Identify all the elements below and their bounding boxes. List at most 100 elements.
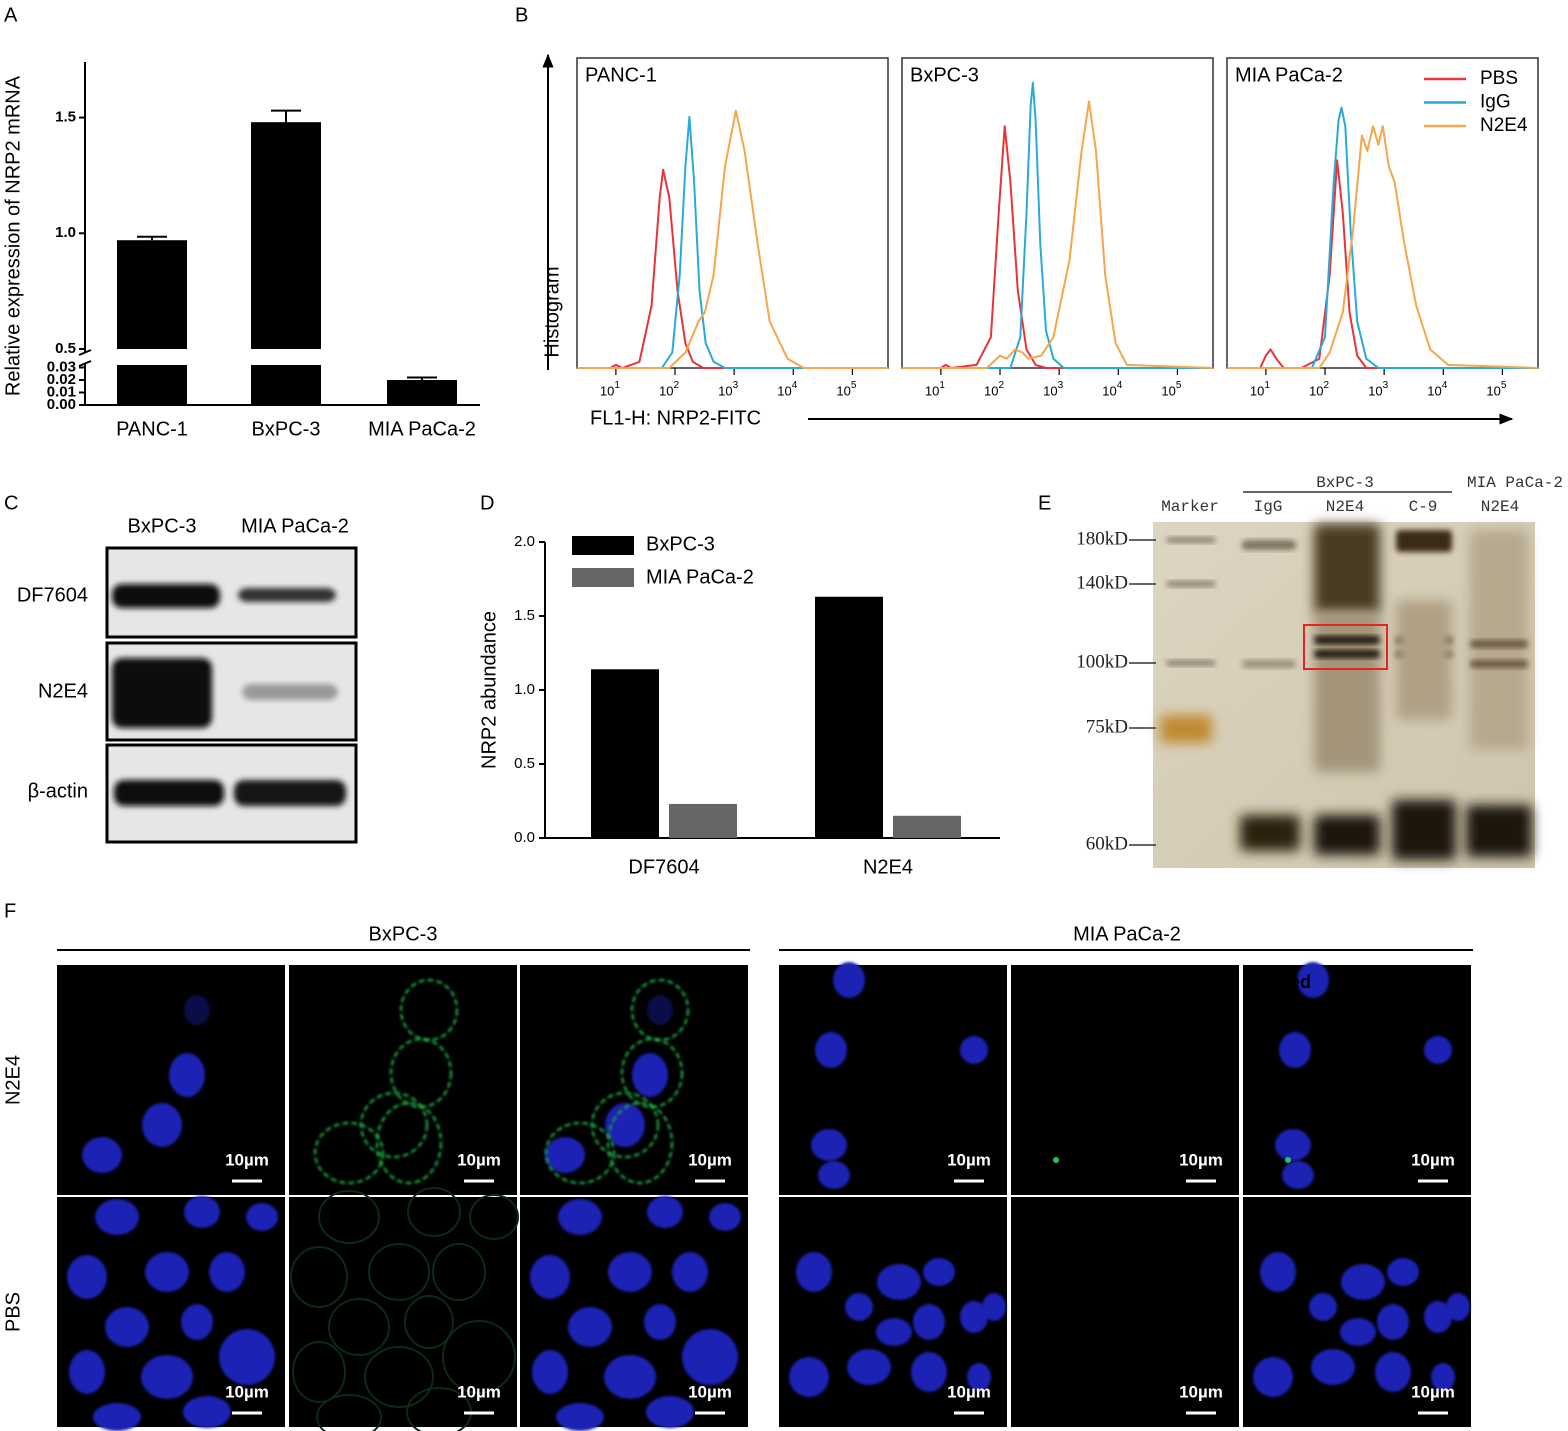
histogram-line	[577, 109, 888, 369]
panel-letter: B	[515, 4, 528, 26]
y-tick-label: 1.5	[55, 109, 76, 126]
gel-band	[1314, 815, 1380, 855]
channel-label: DAPI	[783, 972, 826, 992]
nucleus	[877, 1264, 921, 1300]
gel-band	[1166, 537, 1216, 543]
micrograph-bg	[1011, 965, 1239, 1195]
x-tick-exponent: 2	[1323, 380, 1329, 391]
scale-bar-label: 10µm	[225, 1150, 269, 1169]
blot-band	[112, 584, 220, 608]
bar	[669, 803, 737, 838]
x-tick-label: 104	[777, 380, 797, 399]
cell-outline	[292, 1341, 346, 1403]
nucleus	[845, 1293, 873, 1321]
marker-label: 60kD	[1086, 833, 1128, 854]
highlight-box	[1303, 624, 1388, 670]
x-tick-label: 105	[836, 380, 856, 399]
nucleus	[545, 1137, 585, 1173]
x-tick-label: BxPC-3	[252, 418, 321, 440]
nucleus	[1431, 1363, 1455, 1391]
x-tick-exponent: 1	[939, 380, 945, 391]
y-axis-label: Histogram	[541, 266, 563, 357]
legend-label: PBS	[1480, 68, 1518, 89]
x-tick-exponent: 4	[1117, 380, 1123, 391]
blot-band	[242, 684, 338, 700]
nucleus	[876, 1318, 912, 1346]
nucleus	[960, 1036, 988, 1064]
y-tick-label: 0.0	[514, 829, 535, 846]
channel-label: Merged	[1247, 972, 1311, 992]
nucleus	[219, 1329, 275, 1385]
stain-dot	[1285, 1157, 1291, 1163]
micrograph: 10µm	[1243, 1197, 1471, 1427]
gel-band	[1166, 660, 1216, 666]
nucleus	[913, 1304, 945, 1340]
x-tick-label: 105	[1486, 380, 1506, 399]
gel-band	[1396, 600, 1452, 720]
cell-outline	[432, 1243, 486, 1301]
histogram-line	[577, 168, 888, 369]
nucleus	[1341, 1264, 1385, 1300]
marker-label: 100kD	[1076, 651, 1128, 672]
x-tick-exponent: 2	[998, 380, 1004, 391]
nucleus	[672, 1252, 708, 1292]
micrograph: 10µm	[1011, 1197, 1239, 1427]
y-tick-label: 0.01	[47, 383, 76, 400]
nucleus	[709, 1203, 741, 1231]
panel-letter: E	[1038, 492, 1051, 514]
blot-band	[238, 588, 336, 602]
nucleus	[796, 1252, 832, 1292]
nucleus	[67, 1255, 107, 1299]
scale-bar-label: 10µm	[1179, 1382, 1223, 1401]
panel-f: BxPC-3 MIA PaCa-2N2E4PBSDAPI10µmFITC10µmM…	[2, 923, 1473, 1431]
panel-e: BxPC-3 MIA PaCa-2 Marker IgG N2E4 C-9 N2E4 180k…	[1076, 474, 1563, 868]
lane-label: C-9	[1409, 498, 1438, 516]
bar	[591, 669, 659, 838]
x-tick-label: 103	[1043, 380, 1063, 399]
bar	[387, 380, 457, 405]
panel-letter: F	[4, 900, 16, 922]
gel-band	[1314, 650, 1380, 658]
cell-outline	[469, 1194, 519, 1240]
micrograph: 10µm	[289, 1187, 519, 1431]
nucleus	[1260, 1252, 1296, 1292]
legend-label: BxPC-3	[646, 533, 715, 555]
nucleus	[632, 1053, 668, 1097]
x-tick-exponent: 5	[1501, 380, 1507, 391]
blot-band	[114, 780, 224, 806]
gel-band	[1314, 524, 1380, 614]
cell-outline	[318, 1190, 380, 1244]
cell-outline	[328, 1298, 390, 1356]
y-tick-label: 0.5	[55, 340, 76, 357]
nucleus	[647, 1196, 683, 1228]
panel-title: BxPC-3	[910, 64, 979, 86]
panel-letter: D	[480, 492, 494, 514]
panel-c: BxPC-3 MIA PaCa-2 DF7604 N2E4 β-actin	[17, 515, 358, 844]
scale-bar-label: 10µm	[457, 1150, 501, 1169]
nucleus	[1446, 1293, 1470, 1321]
nucleus	[605, 1103, 645, 1147]
legend-swatch	[572, 568, 634, 587]
micrograph: 10µm	[520, 1196, 748, 1431]
nucleus	[911, 1352, 947, 1392]
micrograph-bg	[1011, 1197, 1239, 1427]
nucleus	[815, 1032, 847, 1068]
x-tick-label: 105	[1161, 380, 1181, 399]
gel-band	[1470, 640, 1528, 648]
gel-band	[1160, 715, 1212, 743]
bar	[117, 240, 187, 349]
nucleus	[608, 1252, 652, 1292]
stain-dot	[1053, 1157, 1059, 1163]
gel-band	[1314, 636, 1380, 644]
panel-title: MIA PaCa-2	[1235, 64, 1343, 86]
marker-label: 180kD	[1076, 528, 1128, 549]
lane-label: IgG	[1254, 498, 1283, 516]
membrane-stain	[313, 1121, 385, 1185]
nucleus	[923, 1258, 955, 1286]
cell-outline	[442, 1320, 516, 1394]
x-tick-label: 103	[1368, 380, 1388, 399]
nucleus	[183, 1396, 231, 1428]
micrograph: 10µm	[57, 1196, 285, 1431]
row-label: PBS	[2, 1292, 24, 1332]
nucleus	[141, 1355, 193, 1399]
